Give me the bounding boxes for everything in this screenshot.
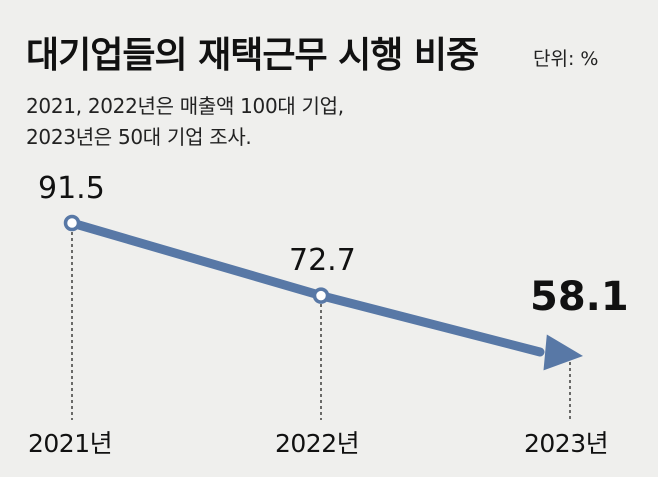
- value-label-1: 91.5: [38, 171, 105, 206]
- value-label-3: 58.1: [530, 274, 629, 320]
- arrowhead: [543, 334, 583, 371]
- data-point-1: [63, 214, 81, 232]
- subtitle-line-1: 2021, 2022년은 매출액 100대 기업,: [26, 94, 344, 118]
- value-label-2: 72.7: [289, 243, 356, 278]
- chart-title: 대기업들의 재택근무 시행 비중: [26, 35, 479, 76]
- subtitle-line-2: 2023년은 50대 기업 조사.: [26, 125, 252, 149]
- x-tick-label-3: 2023년: [524, 429, 608, 458]
- data-point-2: [312, 287, 330, 304]
- unit-label: 단위: %: [533, 48, 599, 70]
- x-tick-label-2: 2022년: [275, 429, 359, 458]
- x-tick-label-1: 2021년: [28, 429, 112, 458]
